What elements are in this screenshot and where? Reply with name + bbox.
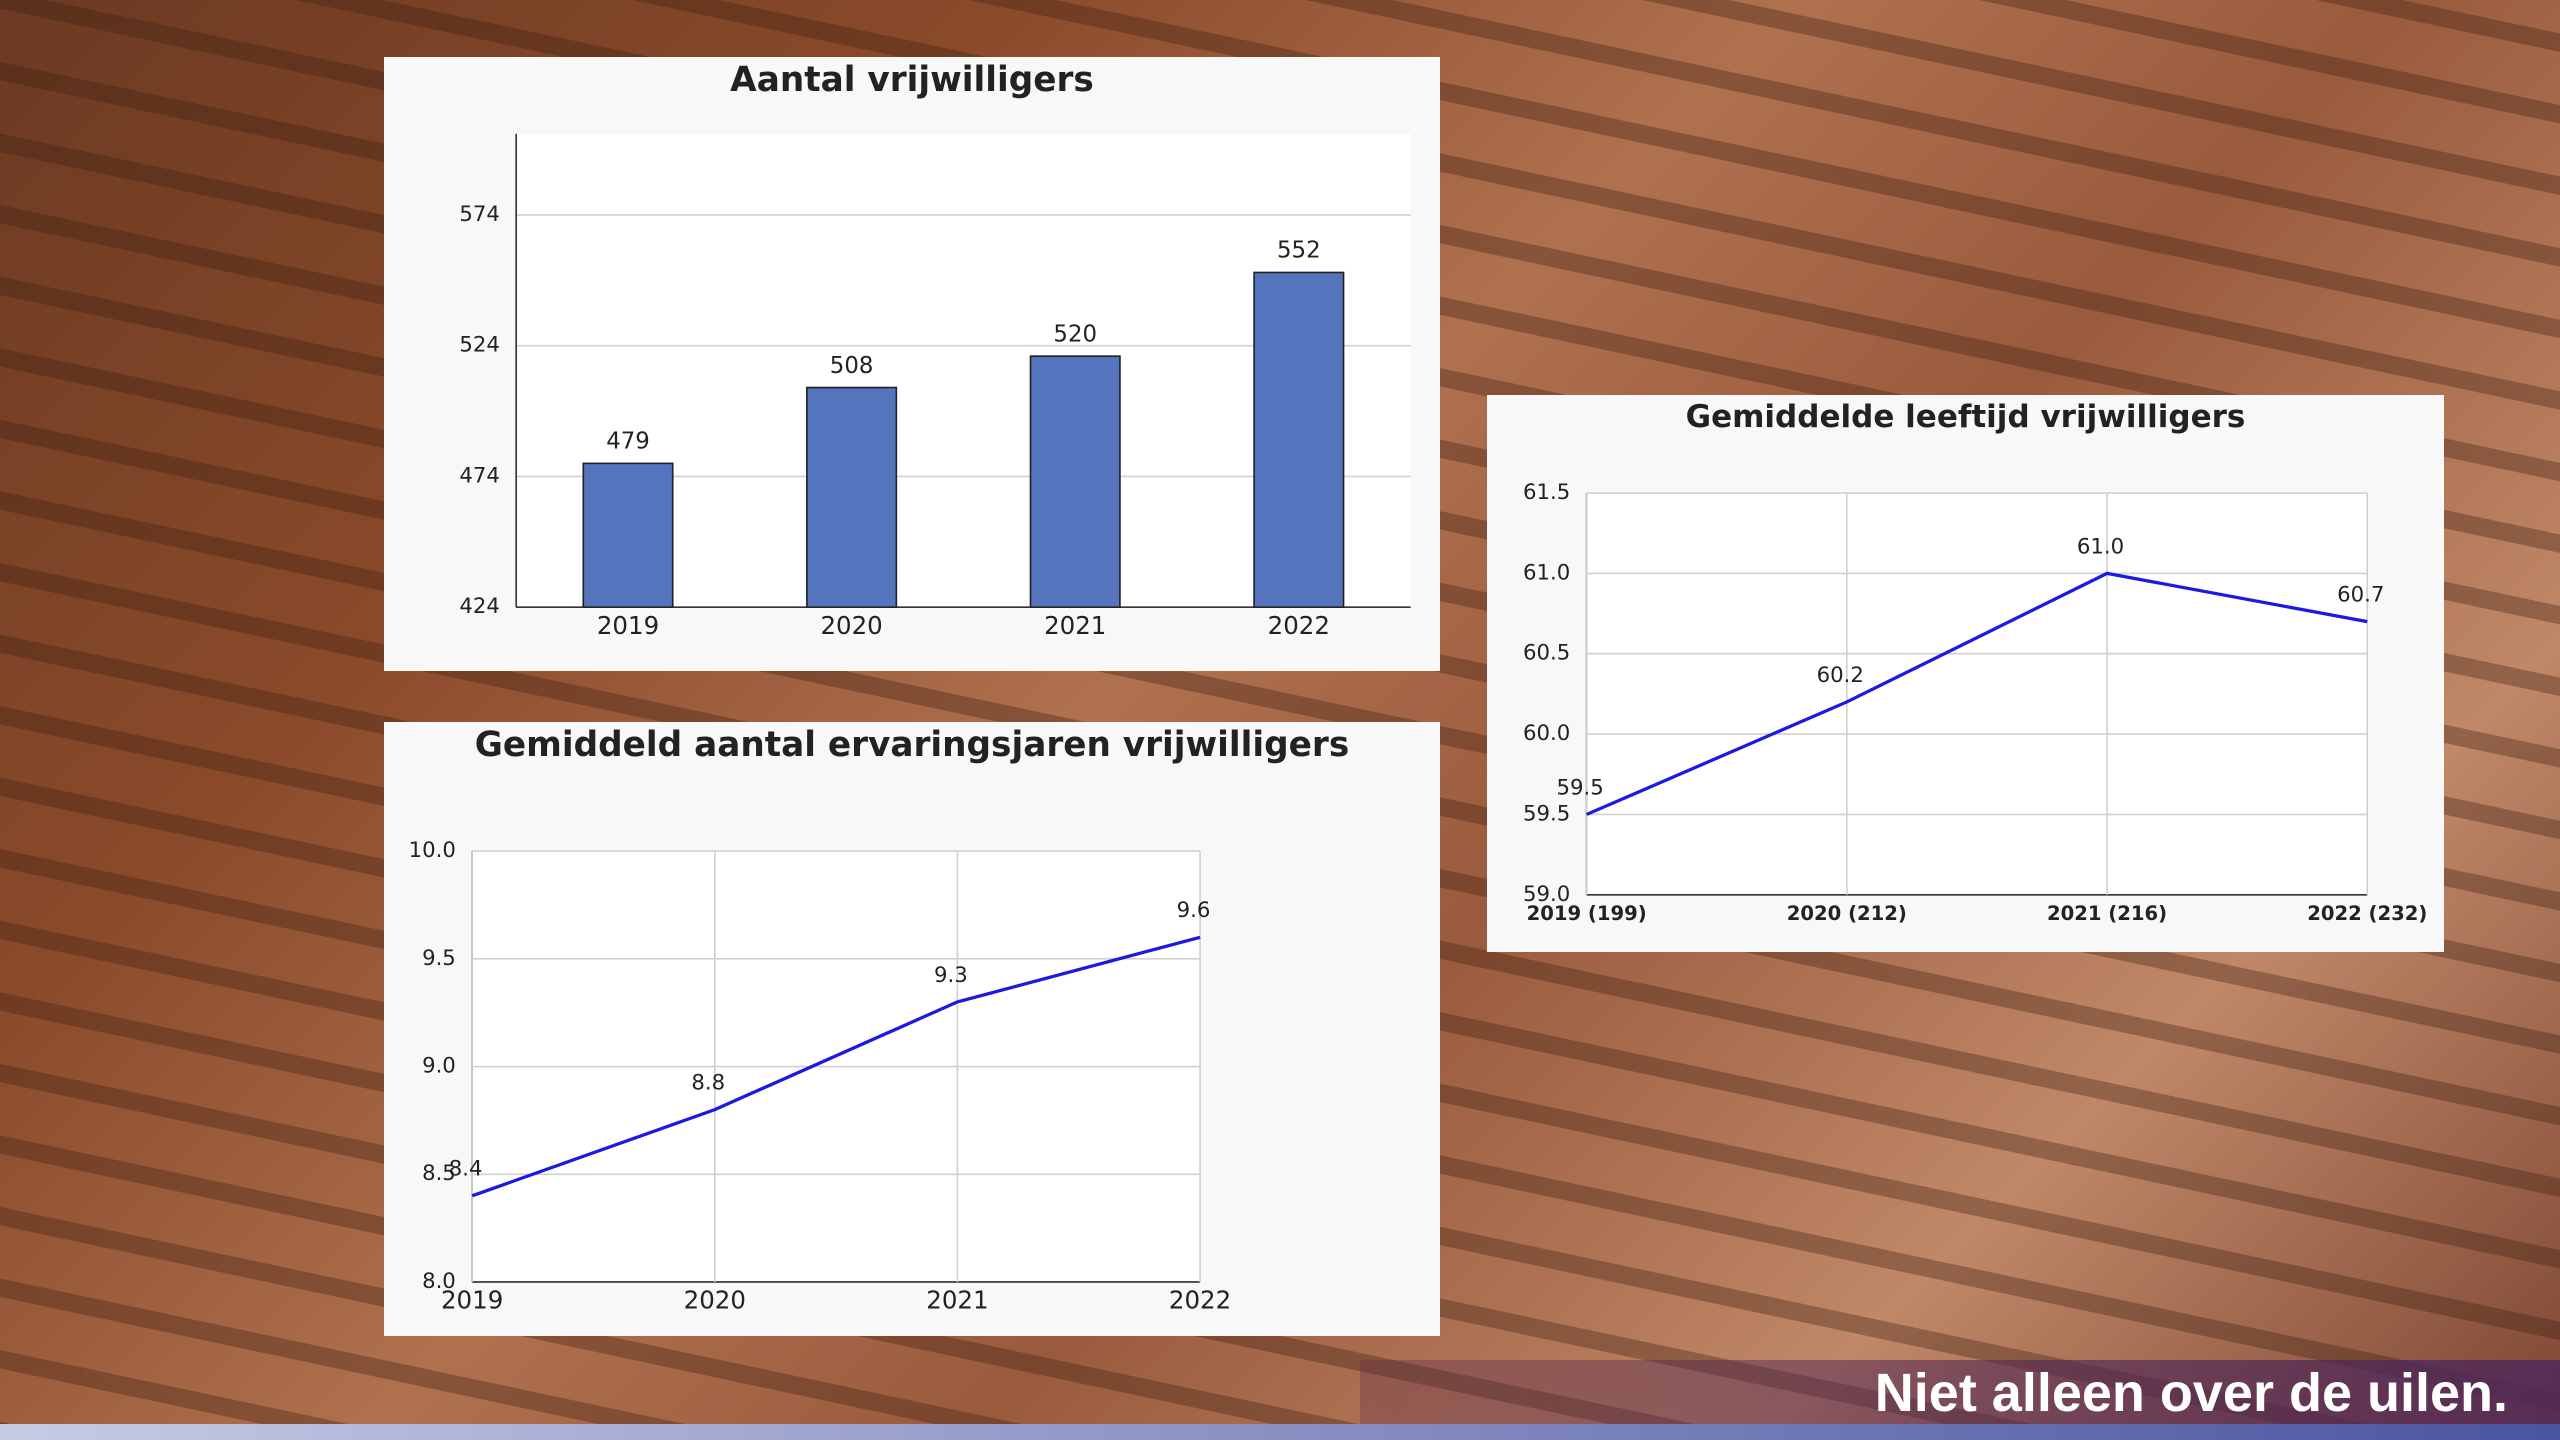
chart-title: Gemiddelde leeftijd vrijwilligers — [1686, 399, 2246, 435]
bar — [806, 386, 898, 609]
x-tick-label: 2019 — [597, 611, 659, 640]
chart-panel: Aantal vrijwilligers 424 474 524 574 479 2019 5… — [384, 57, 1440, 671]
y-tick-label: 61.5 — [1523, 480, 1570, 505]
y-tick-label: 60.5 — [1523, 641, 1570, 666]
x-tick-label: 2019 (199) — [1527, 902, 1647, 925]
value-label: 8.8 — [691, 1071, 725, 1096]
value-label: 8.4 — [449, 1157, 483, 1182]
value-label: 9.6 — [1177, 898, 1211, 923]
value-label: 520 — [1053, 321, 1097, 347]
x-tick-label: 2020 — [684, 1286, 746, 1315]
value-label: 479 — [606, 429, 650, 455]
chart-panel: Gemiddelde leeftijd vrijwilligers 59.0 59.… — [1487, 395, 2444, 952]
x-tick-label: 2021 (216) — [2047, 902, 2167, 925]
value-label: 59.5 — [1556, 775, 1603, 800]
x-tick-label: 2020 (212) — [1787, 902, 1907, 925]
y-tick-label: 9.0 — [422, 1054, 456, 1079]
y-tick-label: 574 — [459, 202, 499, 227]
y-tick-label: 474 — [459, 463, 499, 488]
value-label: 9.3 — [934, 963, 968, 988]
y-tick-label: 61.0 — [1523, 560, 1570, 585]
chart-title: Gemiddeld aantal ervaringsjaren vrijwill… — [475, 725, 1349, 765]
value-label: 508 — [830, 353, 874, 379]
y-tick-label: 59.0 — [1523, 882, 1570, 907]
chart-title: Aantal vrijwilligers — [730, 60, 1094, 100]
value-label: 552 — [1277, 238, 1321, 264]
bottom-strip — [0, 1424, 2560, 1440]
y-tick-label: 59.5 — [1523, 801, 1570, 826]
y-tick-label: 9.5 — [422, 946, 456, 971]
footer-text: Niet alleen over de uilen. — [1874, 1363, 2508, 1423]
value-label: 61.0 — [2077, 534, 2124, 559]
y-tick-label: 8.0 — [422, 1269, 456, 1294]
bar — [582, 462, 674, 609]
bar — [1253, 271, 1345, 609]
y-tick-label: 524 — [459, 333, 499, 358]
x-tick-label: 2022 — [1169, 1286, 1231, 1315]
x-tick-label: 2022 — [1268, 611, 1330, 640]
y-tick-label: 10.0 — [409, 838, 456, 863]
line — [1585, 571, 2368, 816]
footer-bar: Niet alleen over de uilen. — [1360, 1360, 2560, 1424]
x-tick-label: 2020 — [820, 611, 882, 640]
x-tick-label: 2021 — [926, 1286, 988, 1315]
y-tick-label: 8.5 — [422, 1161, 456, 1186]
value-label: 60.2 — [1817, 663, 1864, 688]
plot-area — [1586, 493, 2368, 895]
line — [471, 935, 1201, 1198]
value-label: 60.7 — [2337, 582, 2384, 607]
bar — [1029, 355, 1121, 609]
x-tick-label: 2019 — [441, 1286, 503, 1315]
y-tick-label: 60.0 — [1523, 721, 1570, 746]
chart-panel: Gemiddeld aantal ervaringsjaren vrijwill… — [384, 722, 1440, 1336]
y-tick-label: 424 — [459, 594, 499, 619]
x-tick-label: 2022 (232) — [2307, 902, 2427, 925]
x-tick-label: 2021 — [1044, 611, 1106, 640]
